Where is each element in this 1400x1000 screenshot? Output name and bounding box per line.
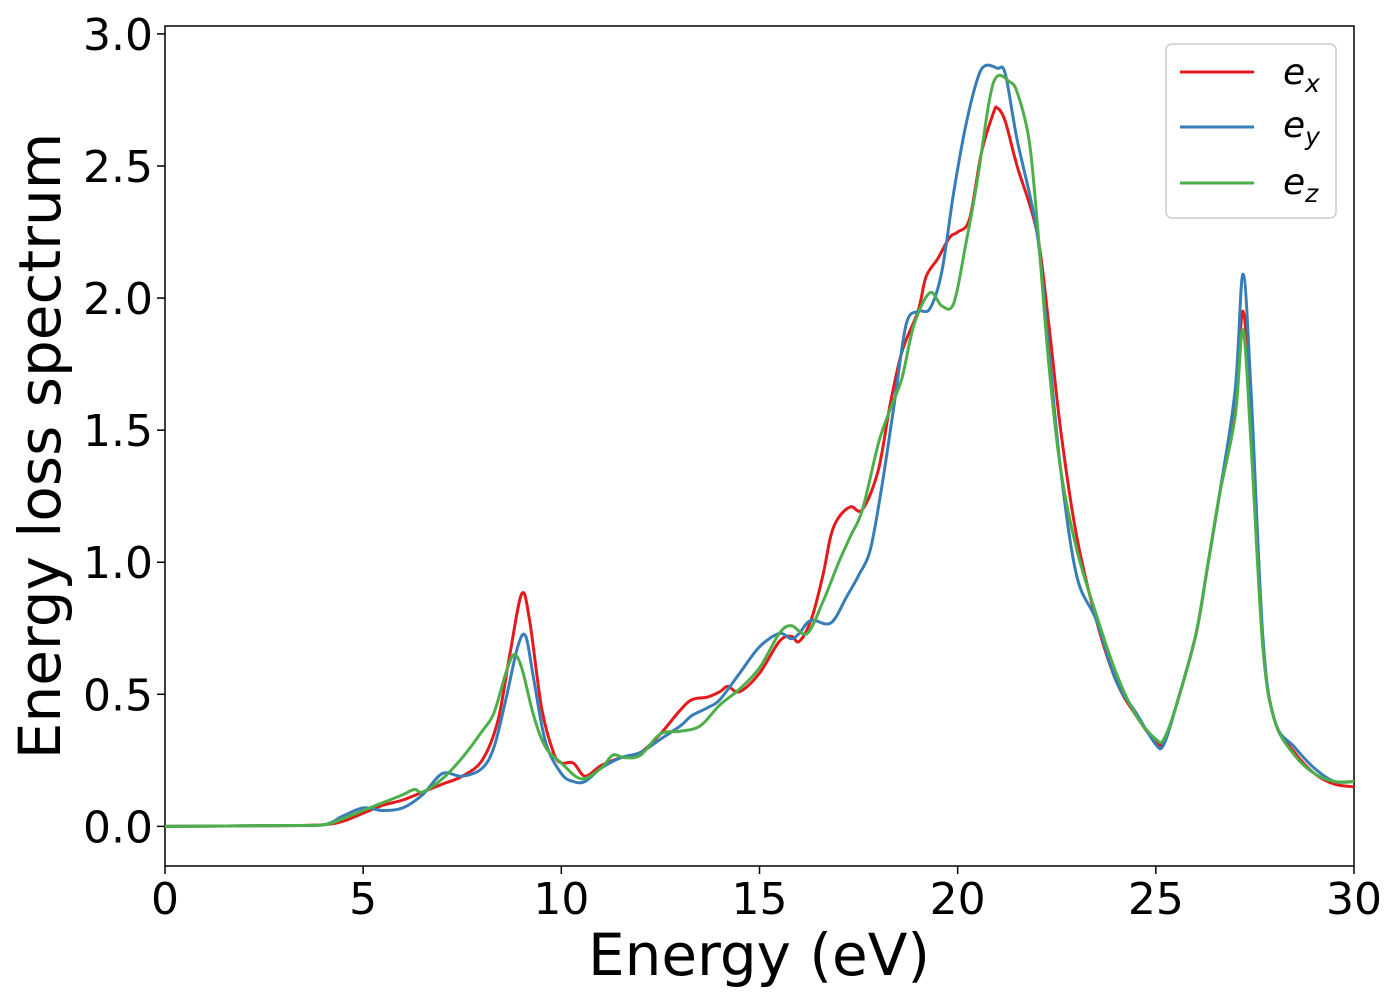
- x-tick-label: 5: [349, 874, 377, 925]
- y-axis-title: Energy loss spectrum: [6, 133, 74, 759]
- y-axis-ticks: 0.0 0.5 1.0 1.5 2.0 2.5 3.0: [83, 10, 165, 853]
- legend-label-ex-base: e: [1283, 52, 1305, 93]
- y-tick-label: 0.5: [83, 670, 153, 721]
- x-tick-label: 30: [1326, 874, 1382, 925]
- legend: ex ey ez: [1165, 43, 1337, 219]
- x-axis-ticks: 0 5 10 15 20 25 30: [151, 866, 1382, 925]
- series-line-ez: [165, 73, 1354, 828]
- plot-area: [164, 25, 1355, 867]
- y-tick-label: 2.0: [83, 274, 153, 325]
- legend-box: [1165, 43, 1337, 219]
- x-tick-label: 0: [151, 874, 179, 925]
- legend-label-ez-sub: z: [1304, 179, 1319, 208]
- legend-label-ey-sub: y: [1304, 122, 1321, 151]
- x-axis-title: Energy (eV): [588, 921, 930, 989]
- legend-label-ex: ex: [1283, 52, 1320, 98]
- legend-label-ez-base: e: [1283, 162, 1305, 203]
- legend-label-ey: ey: [1283, 105, 1321, 151]
- y-tick-label: 1.0: [83, 538, 153, 589]
- y-tick-label: 3.0: [83, 10, 153, 61]
- series-layer: [165, 63, 1354, 828]
- x-tick-label: 15: [732, 874, 788, 925]
- y-tick-label: 0.0: [83, 802, 153, 853]
- legend-label-ey-base: e: [1283, 105, 1305, 146]
- x-tick-label: 20: [930, 874, 986, 925]
- y-tick-label: 2.5: [83, 142, 153, 193]
- x-tick-label: 10: [533, 874, 589, 925]
- y-tick-label: 1.5: [83, 406, 153, 457]
- legend-label-ex-sub: x: [1304, 69, 1320, 98]
- x-tick-label: 25: [1128, 874, 1184, 925]
- legend-label-ez: ez: [1283, 162, 1319, 208]
